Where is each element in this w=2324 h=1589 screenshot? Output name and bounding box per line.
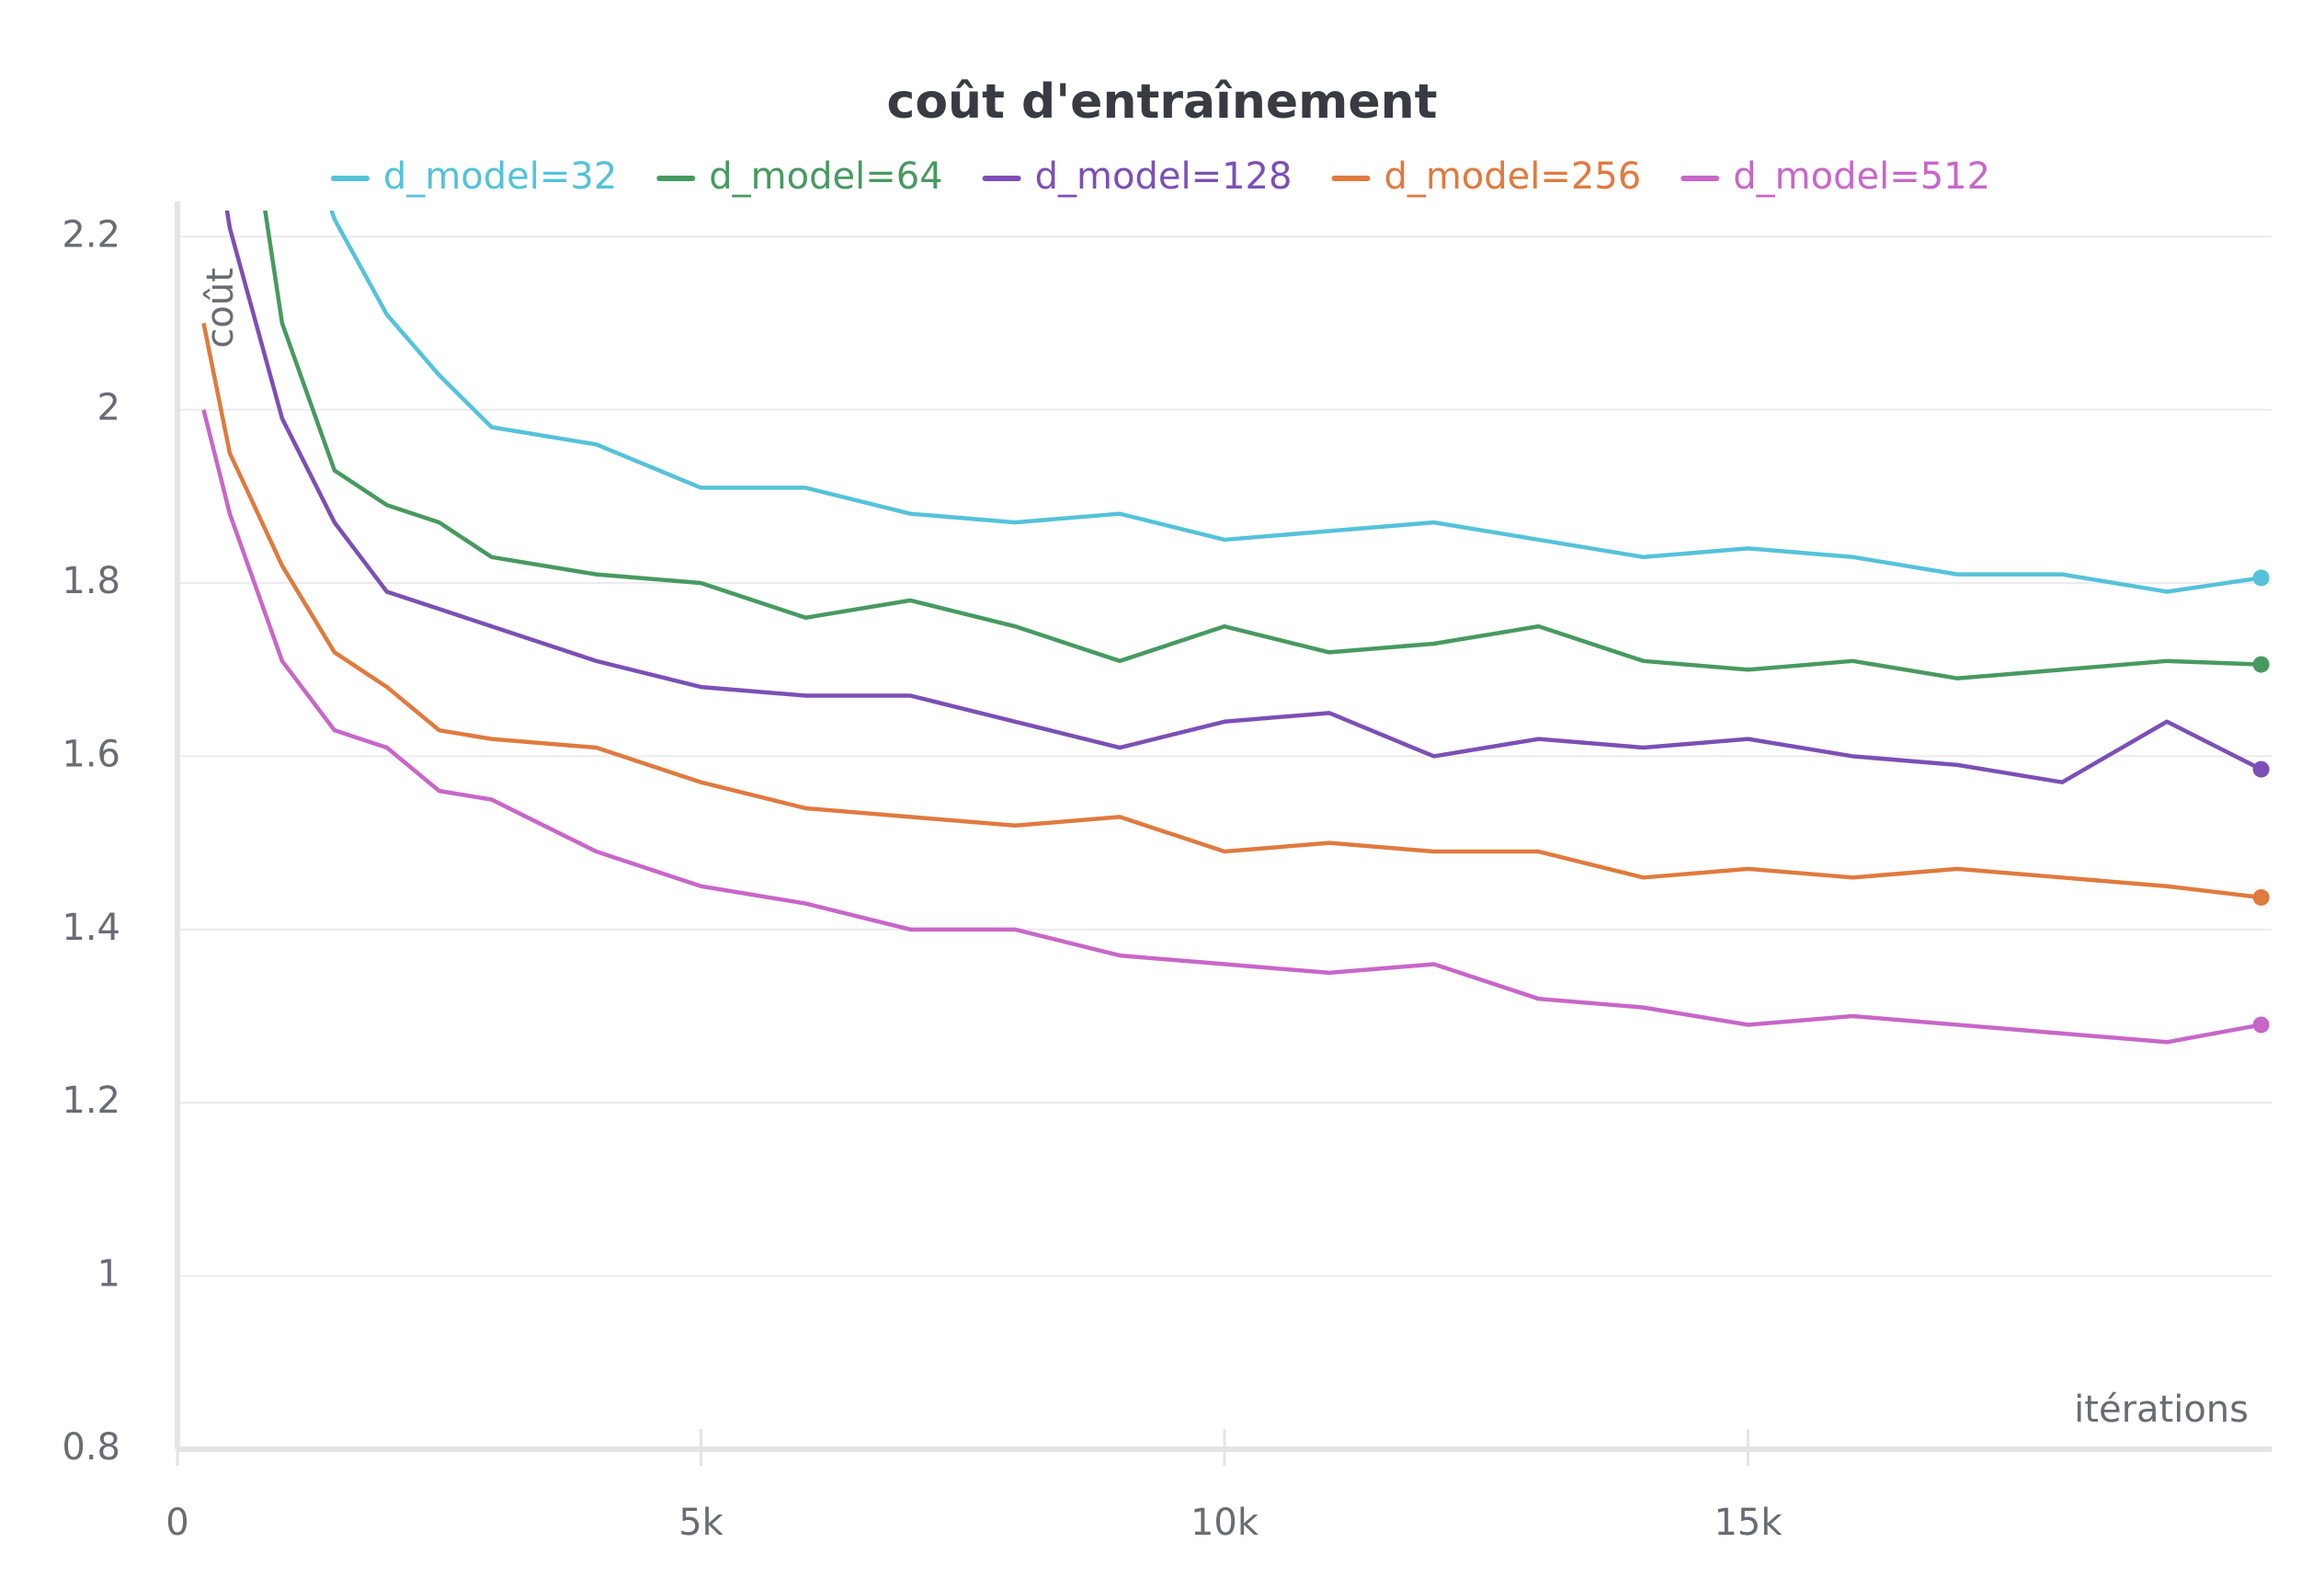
plot-area [201,211,2270,1045]
legend-item: d_model=512 [1680,155,1990,198]
series-line [201,323,2261,900]
x-tick-label: 15k [1714,1502,1783,1544]
x-tick-label: 0 [165,1502,188,1544]
y-tick-label: 1 [97,1253,120,1296]
legend-item: d_model=32 [330,155,617,198]
legend-label: d_model=512 [1733,155,1990,198]
y-tick-label: 0.8 [62,1426,120,1469]
legend-item: d_model=256 [1331,155,1641,198]
end-point [2252,760,2270,778]
legend: d_model=32 d_model=64 d_model=128 d_model=2… [330,155,1990,198]
legend-label: d_model=256 [1384,155,1641,198]
x-axis-label: itérations [2074,1389,2249,1431]
end-point [2252,888,2270,906]
legend-item: d_model=64 [656,155,943,198]
x-tick-label: 5k [678,1502,723,1544]
x-tick-label: 10k [1190,1502,1259,1544]
y-tick-label: 1.4 [62,907,120,949]
y-tick-label: 2 [97,387,120,429]
legend-label: d_model=32 [383,155,617,198]
y-tick-label: 2.2 [62,213,120,256]
series-line [329,211,2261,594]
end-point [2252,569,2270,587]
y-tick-label: 1.6 [62,733,120,775]
legend-label: d_model=128 [1035,155,1293,198]
y-tick-label: 1.8 [62,560,120,602]
series-line [263,211,2261,680]
legend-label: d_model=64 [709,155,942,198]
end-point [2252,656,2270,673]
legend-item: d_model=128 [982,155,1293,198]
y-tick-label: 1.2 [62,1080,120,1122]
end-point [2252,1016,2270,1034]
series-line [201,409,2262,1045]
series-line [224,211,2262,784]
chart-title: coût d'entraînement [887,74,1438,130]
